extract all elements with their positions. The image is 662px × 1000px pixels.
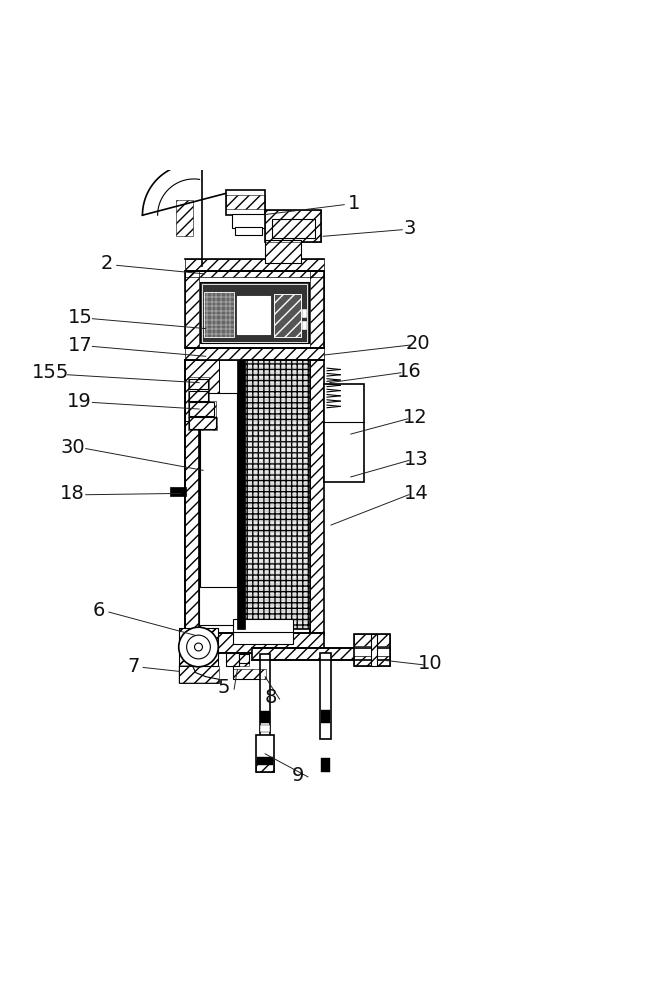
Bar [185, 271, 324, 277]
Text: 19: 19 [67, 392, 91, 411]
Text: 5: 5 [218, 678, 230, 697]
Bar [176, 200, 193, 236]
Bar [226, 190, 265, 215]
Text: 18: 18 [60, 484, 85, 503]
Text: 9: 9 [292, 766, 305, 785]
Bar [189, 391, 208, 401]
Bar [260, 654, 270, 739]
Bar [185, 348, 324, 360]
Bar [234, 632, 293, 644]
Bar [265, 240, 301, 263]
Bar [321, 710, 330, 723]
Bar [205, 292, 234, 337]
Text: 6: 6 [93, 601, 105, 620]
Text: 8: 8 [264, 688, 277, 707]
Bar [201, 625, 238, 635]
Text: 7: 7 [127, 657, 140, 676]
Circle shape [187, 635, 211, 659]
Bar [260, 725, 269, 732]
Bar [234, 619, 293, 635]
Bar [256, 735, 274, 772]
Bar [201, 282, 308, 343]
Bar [354, 656, 391, 666]
Bar [185, 271, 199, 348]
Bar [310, 271, 324, 348]
Bar [179, 628, 218, 666]
Bar [232, 214, 268, 228]
Bar [185, 633, 324, 653]
Bar [256, 760, 274, 772]
Bar [371, 634, 377, 666]
Bar [302, 309, 306, 317]
Circle shape [179, 627, 218, 667]
Bar [185, 271, 324, 348]
Bar [189, 379, 208, 389]
Text: 17: 17 [68, 336, 93, 355]
Polygon shape [179, 666, 219, 683]
Bar [354, 634, 391, 646]
Text: 12: 12 [403, 408, 428, 427]
Bar [257, 757, 273, 765]
Bar [170, 487, 186, 496]
Bar [226, 653, 249, 666]
Bar [274, 294, 301, 337]
Bar [265, 210, 321, 242]
Bar [371, 634, 377, 666]
Bar [320, 653, 331, 739]
Text: 2: 2 [101, 254, 113, 273]
Bar [274, 294, 301, 337]
Bar [236, 227, 261, 235]
Text: 15: 15 [68, 308, 93, 327]
Bar [321, 758, 330, 772]
Bar [179, 628, 218, 666]
Text: 20: 20 [406, 334, 430, 353]
Text: 1: 1 [348, 194, 360, 213]
Bar [202, 284, 307, 342]
Bar [185, 360, 219, 421]
Text: 3: 3 [404, 219, 416, 238]
Bar [185, 259, 324, 271]
Bar [310, 360, 324, 635]
Text: 155: 155 [32, 363, 70, 382]
Bar [188, 417, 217, 430]
Circle shape [195, 643, 203, 651]
Bar [201, 393, 238, 587]
Bar [244, 360, 310, 629]
Text: 10: 10 [418, 654, 442, 673]
Bar [265, 240, 301, 263]
Text: 16: 16 [397, 362, 421, 381]
Bar [188, 401, 216, 417]
Bar [238, 360, 246, 629]
Bar [189, 402, 214, 416]
Bar [302, 321, 306, 329]
Text: 14: 14 [404, 484, 429, 503]
Bar [185, 360, 199, 635]
Bar [265, 210, 321, 242]
Bar [234, 653, 266, 679]
Bar [179, 666, 219, 683]
Bar [238, 296, 270, 334]
Bar [226, 653, 239, 666]
Text: 13: 13 [404, 450, 429, 469]
Bar [234, 669, 266, 679]
Bar [226, 195, 265, 209]
Bar [188, 377, 209, 402]
Text: 30: 30 [60, 438, 85, 457]
Bar [189, 417, 216, 429]
Bar [271, 219, 314, 238]
Bar [324, 384, 364, 482]
Bar [252, 648, 391, 660]
Bar [239, 654, 249, 663]
Bar [354, 634, 391, 666]
Bar [260, 711, 269, 723]
